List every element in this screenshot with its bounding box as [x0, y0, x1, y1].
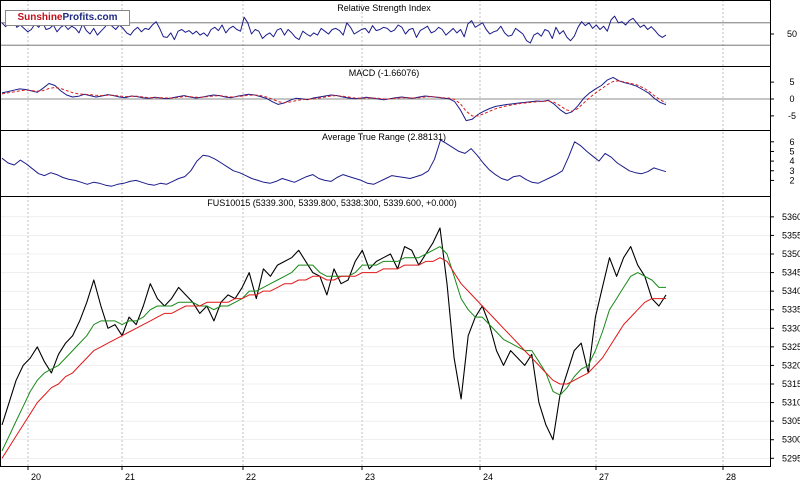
price-panel-frame	[0, 196, 771, 467]
macd-series-line-1	[1, 80, 667, 117]
series-layer	[1, 15, 667, 459]
sunshine-profits-logo: SunshineProfits.com	[5, 10, 130, 26]
macd-y-tick-label: -5	[788, 111, 796, 121]
atr-y-tick-label: 3	[789, 166, 794, 176]
price-y-tick-label: 5325	[782, 342, 800, 352]
price-y-tick-label: 5355	[782, 230, 800, 240]
price-y-tick-label: 5305	[782, 416, 800, 426]
x-tick-label: 24	[483, 472, 493, 482]
atr-series-line-0	[1, 139, 667, 187]
label-layer: Relative Strength Index MACD (-1.66076) …	[31, 3, 800, 482]
price-title: FUS10015 (5339.300, 5339.800, 5338.300, …	[207, 198, 456, 208]
x-tick-label: 28	[726, 472, 736, 482]
price-series-line-1	[1, 246, 666, 452]
atr-y-tick-label: 6	[789, 137, 794, 147]
x-tick-label: 23	[365, 472, 375, 482]
price-y-tick-label: 5310	[782, 398, 800, 408]
price-y-tick-label: 5335	[782, 305, 800, 315]
price-y-tick-label: 5320	[782, 360, 800, 370]
price-y-tick-label: 5350	[782, 249, 800, 259]
price-y-tick-label: 5295	[782, 453, 800, 463]
macd-y-tick-label: 5	[789, 77, 794, 87]
price-series-line-2	[1, 257, 666, 459]
atr-y-tick-label: 2	[789, 175, 794, 185]
atr-title: Average True Range (2.88131)	[322, 132, 446, 142]
price-y-tick-label: 5360	[782, 212, 800, 222]
rsi-y-tick-label: 50	[787, 29, 797, 39]
atr-y-tick-label: 5	[789, 146, 794, 156]
atr-y-tick-label: 4	[789, 156, 794, 166]
logo-part-profits: Profits.com	[62, 12, 118, 23]
price-y-tick-label: 5330	[782, 323, 800, 333]
price-y-tick-label: 5315	[782, 379, 800, 389]
x-tick-label: 22	[246, 472, 256, 482]
price-series-line-0	[1, 227, 667, 441]
logo-part-sunshine: Sunshine	[17, 12, 63, 23]
macd-title: MACD (-1.66076)	[349, 68, 420, 78]
x-tick-label: 21	[125, 472, 135, 482]
x-tick-label: 27	[599, 472, 609, 482]
price-y-tick-label: 5300	[782, 435, 800, 445]
rsi-series-line-0	[1, 15, 667, 44]
frame-layer	[0, 0, 774, 470]
price-y-tick-label: 5345	[782, 268, 800, 278]
price-y-tick-label: 5340	[782, 286, 800, 296]
x-tick-label: 20	[31, 472, 41, 482]
macd-y-tick-label: 0	[789, 94, 794, 104]
rsi-title: Relative Strength Index	[337, 3, 431, 13]
